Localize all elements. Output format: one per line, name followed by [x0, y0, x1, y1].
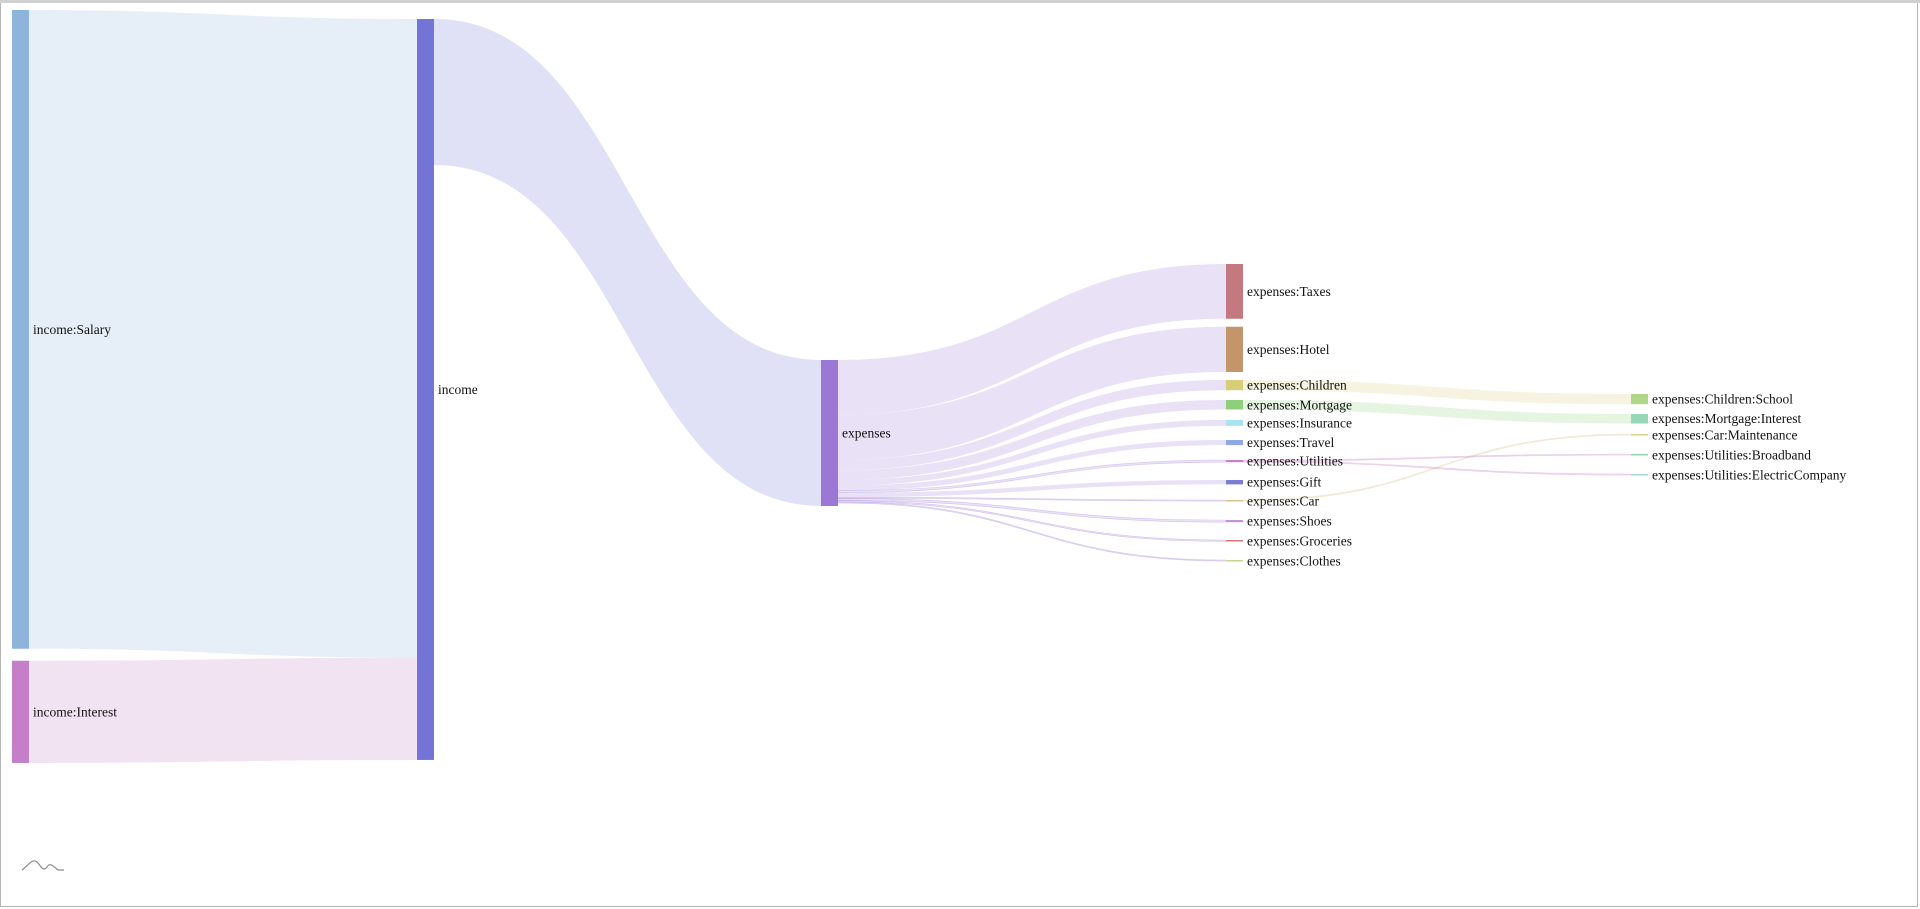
node-income:Interest[interactable]: [12, 660, 29, 763]
node-expenses:Children:School[interactable]: [1631, 394, 1648, 405]
node-label-expenses:Car:Maintenance: expenses:Car:Maintenance: [1652, 427, 1797, 442]
node-label-expenses:Shoes: expenses:Shoes: [1247, 514, 1332, 529]
node-expenses:Utilities:ElectricCompany[interactable]: [1631, 474, 1648, 476]
node-label-expenses:Taxes: expenses:Taxes: [1247, 284, 1331, 299]
node-expenses:Car[interactable]: [1226, 500, 1243, 502]
node-label-expenses:Gift: expenses:Gift: [1247, 475, 1321, 490]
node-expenses:Utilities[interactable]: [1226, 460, 1243, 463]
node-expenses:Gift[interactable]: [1226, 480, 1243, 485]
node-expenses:Travel[interactable]: [1226, 440, 1243, 446]
link-income:Salary-to-income[interactable]: [29, 10, 417, 658]
node-label-expenses:Hotel: expenses:Hotel: [1247, 342, 1330, 357]
link-income-to-expenses[interactable]: [434, 19, 821, 506]
node-expenses:Groceries[interactable]: [1226, 540, 1243, 542]
node-label-expenses:Utilities:Broadband: expenses:Utilities:Broadband: [1652, 447, 1811, 462]
node-label-expenses:Groceries: expenses:Groceries: [1247, 533, 1352, 548]
node-expenses:Mortgage:Interest[interactable]: [1631, 414, 1648, 424]
node-label-expenses:Utilities: expenses:Utilities: [1247, 454, 1343, 469]
link-expenses-to-expenses:Insurance[interactable]: [838, 420, 1226, 486]
node-income[interactable]: [417, 19, 434, 760]
node-label-expenses:Travel: expenses:Travel: [1247, 435, 1334, 450]
top-border: [0, 0, 1920, 3]
node-label-expenses:Insurance: expenses:Insurance: [1247, 415, 1352, 430]
node-label-income: income: [438, 382, 478, 397]
link-expenses:Children-to-expenses:Children:School[interactable]: [1243, 380, 1631, 405]
link-expenses-to-expenses:Gift[interactable]: [838, 480, 1226, 498]
node-income:Salary[interactable]: [12, 10, 29, 649]
node-expenses:Children[interactable]: [1226, 380, 1243, 391]
link-expenses-to-expenses:Taxes[interactable]: [838, 264, 1226, 415]
node-label-expenses:Utilities:ElectricCompany: expenses:Utilities:ElectricCompany: [1652, 467, 1846, 482]
node-expenses:Mortgage[interactable]: [1226, 400, 1243, 410]
link-expenses-to-expenses:Mortgage[interactable]: [838, 400, 1226, 480]
node-label-expenses:Car: expenses:Car: [1247, 493, 1319, 508]
link-expenses-to-expenses:Children[interactable]: [838, 380, 1226, 471]
node-expenses[interactable]: [821, 360, 838, 506]
node-expenses:Hotel[interactable]: [1226, 326, 1243, 373]
link-expenses-to-expenses:Travel[interactable]: [838, 440, 1226, 491]
node-label-income:Salary: income:Salary: [33, 322, 111, 337]
thumbnail-sparkline-icon: [21, 860, 64, 871]
node-label-expenses:Mortgage:Interest: expenses:Mortgage:Interest: [1652, 411, 1801, 426]
sankey-links: [29, 10, 1632, 763]
node-label-expenses:Children: expenses:Children: [1247, 378, 1347, 393]
sankey-labels: income:Salary income:Interest income expens…: [33, 284, 1846, 719]
link-income:Interest-to-income[interactable]: [29, 657, 417, 763]
link-expenses-to-expenses:Hotel[interactable]: [838, 326, 1226, 461]
node-label-expenses:Mortgage: expenses:Mortgage: [1247, 397, 1352, 412]
node-expenses:Car:Maintenance[interactable]: [1631, 434, 1648, 436]
node-expenses:Insurance[interactable]: [1226, 420, 1243, 426]
node-label-income:Interest: income:Interest: [33, 704, 117, 719]
node-expenses:Taxes[interactable]: [1226, 264, 1243, 319]
node-label-expenses: expenses: [842, 426, 891, 441]
node-label-expenses:Children:School: expenses:Children:School: [1652, 392, 1793, 407]
node-expenses:Clothes[interactable]: [1226, 560, 1243, 562]
node-label-expenses:Clothes: expenses:Clothes: [1247, 553, 1341, 568]
node-expenses:Utilities:Broadband[interactable]: [1631, 454, 1648, 456]
sankey-nodes: [12, 10, 1648, 763]
link-expenses:Mortgage-to-expenses:Mortgage:Interest[interactable]: [1243, 400, 1631, 424]
node-expenses:Shoes[interactable]: [1226, 520, 1243, 523]
